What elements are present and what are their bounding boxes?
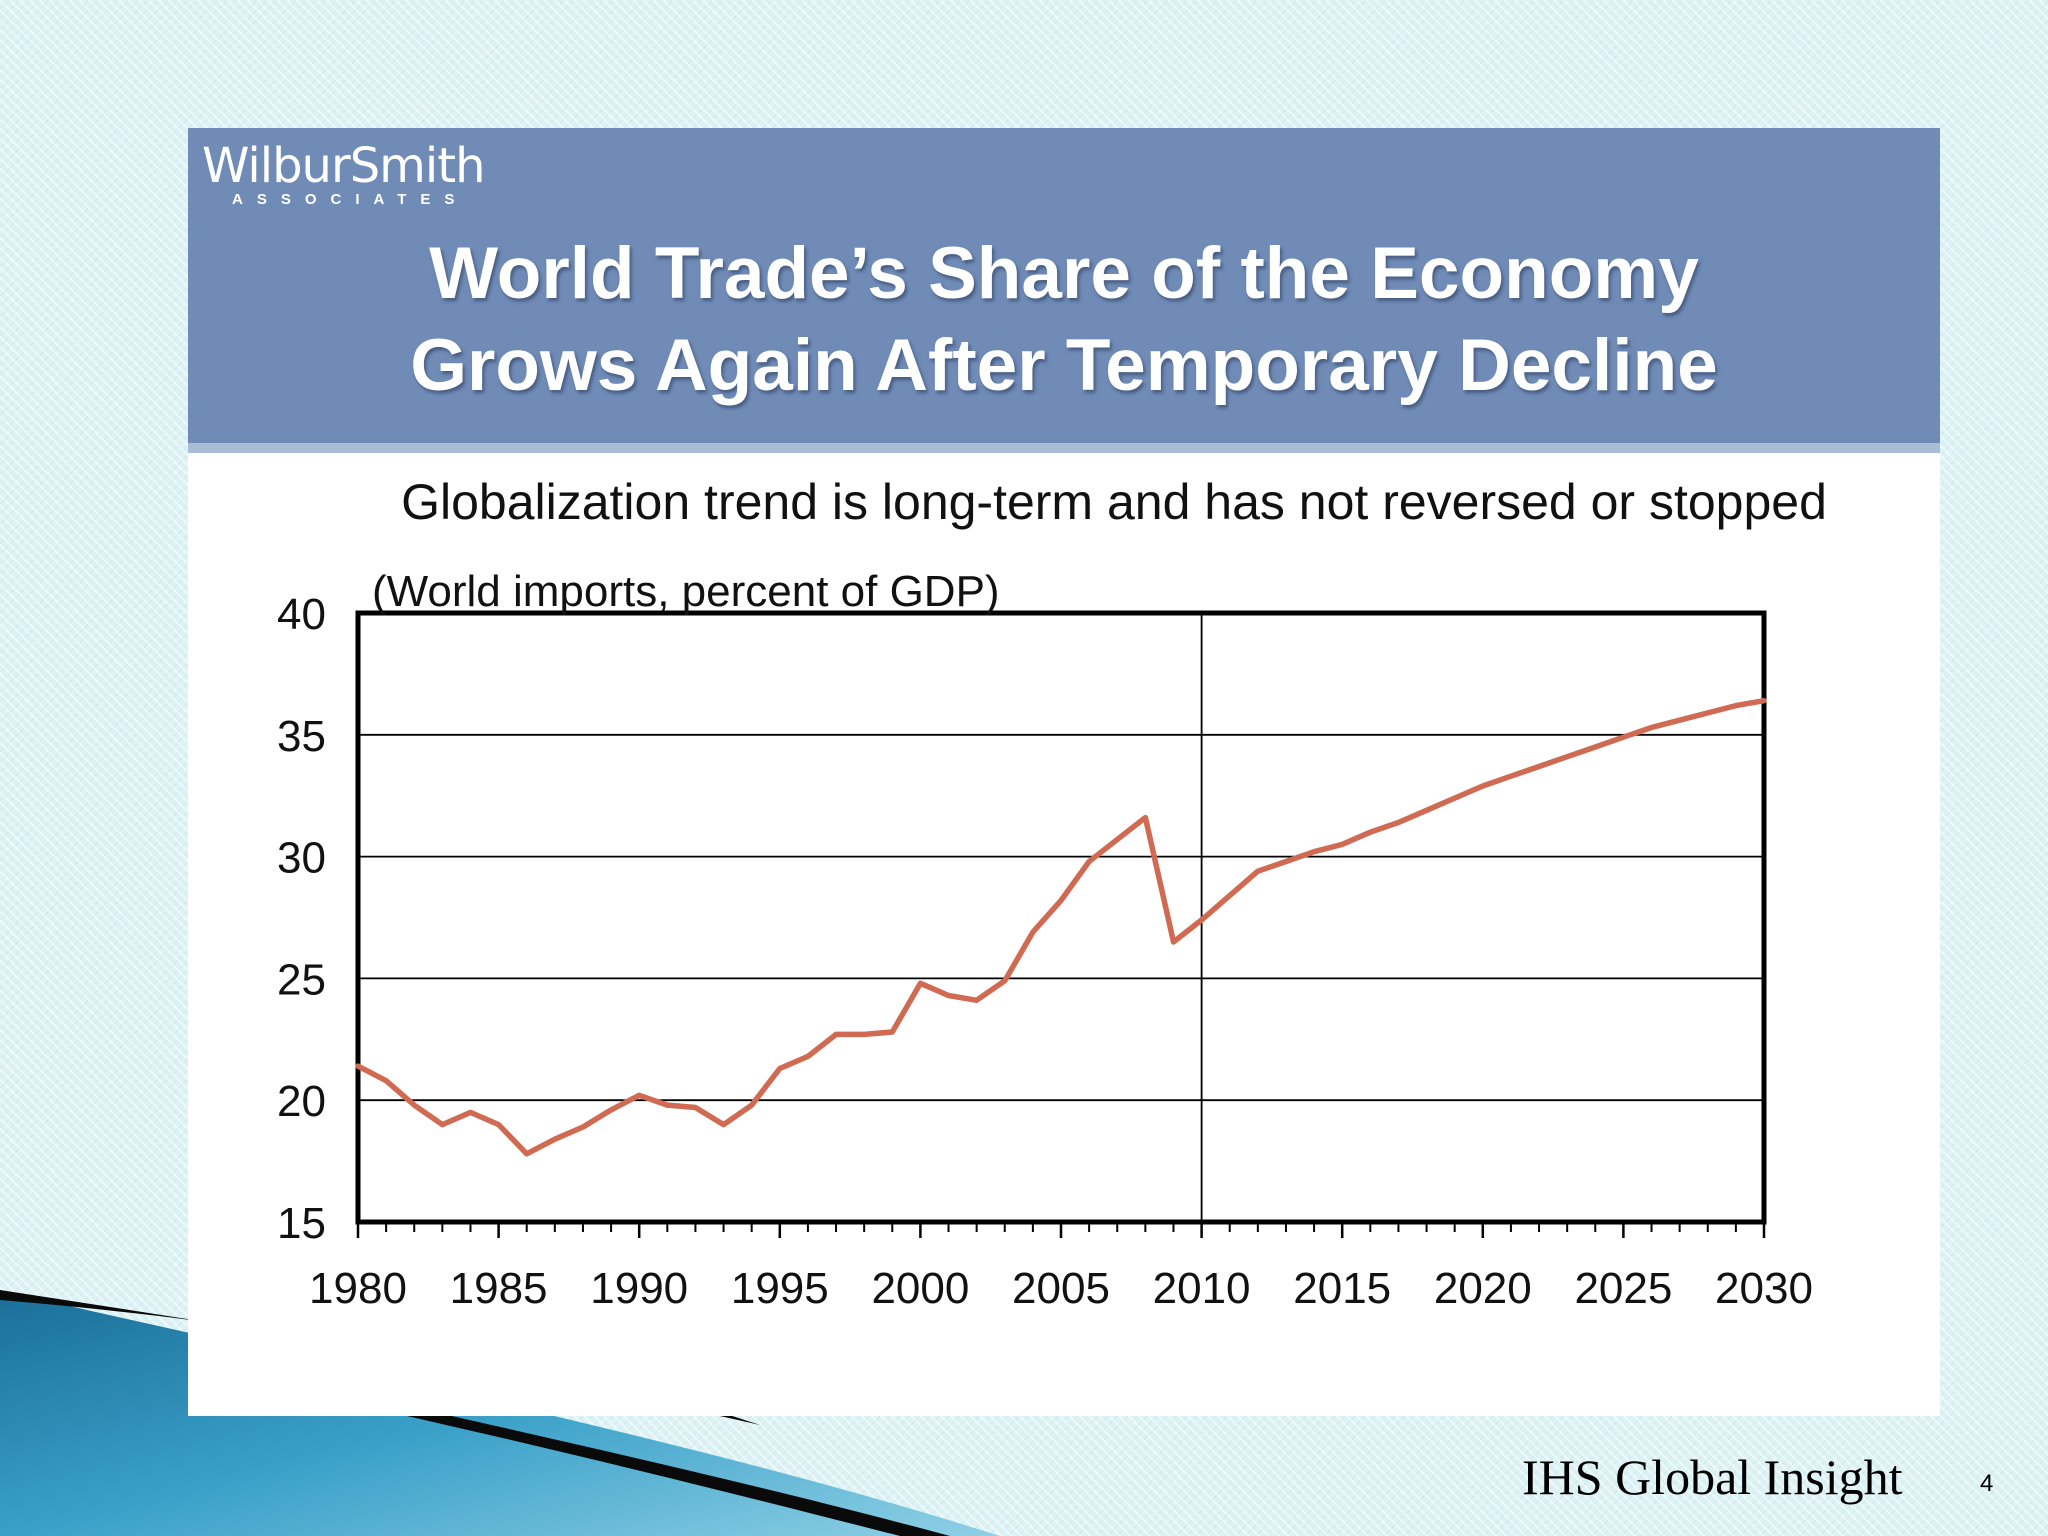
y-tick-label-25: 25 (277, 955, 326, 1004)
x-tick-label-1980: 1980 (309, 1264, 407, 1313)
source-credit: IHS Global Insight (1522, 1449, 1903, 1505)
y-tick-label-30: 30 (277, 834, 326, 883)
slide-panel: WilburSmith ASSOCIATES World Trade’s Sha… (188, 128, 1940, 1416)
chart-title: (World imports, percent of GDP) (372, 567, 1000, 616)
series-layer (355, 697, 1767, 1157)
x-tick-label-2010: 2010 (1153, 1264, 1251, 1313)
y-tick-label-15: 15 (277, 1199, 326, 1248)
x-tick-label-1985: 1985 (450, 1264, 548, 1313)
x-tick-label-1995: 1995 (731, 1264, 829, 1313)
y-tick-label-40: 40 (277, 590, 326, 639)
slide-header: WilburSmith ASSOCIATES World Trade’s Sha… (188, 128, 1940, 443)
x-tick-label-2020: 2020 (1434, 1264, 1532, 1313)
y-tick-label-35: 35 (277, 712, 326, 761)
x-tick-label-2005: 2005 (1012, 1264, 1110, 1313)
logo-name: WilburSmith (202, 138, 486, 194)
x-tick-label-2030: 2030 (1715, 1264, 1813, 1313)
y-axis-tick-labels: 15 20 25 30 35 40 (277, 590, 326, 1248)
x-axis-ticks (356, 1222, 1766, 1238)
grid-lines (358, 613, 1764, 1222)
slide-title-line-1: World Trade’s Share of the Economy (429, 233, 1699, 314)
slide-subtitle: Globalization trend is long-term and has… (401, 474, 1827, 530)
x-axis-tick-labels: 1980 1985 1990 1995 2000 2005 2010 2015 2020 2025… (309, 1264, 1813, 1313)
y-tick-label-20: 20 (277, 1077, 326, 1126)
x-tick-label-2025: 2025 (1574, 1264, 1672, 1313)
header-underline (188, 443, 1940, 453)
logo-sub: ASSOCIATES (232, 191, 469, 208)
x-tick-label-2015: 2015 (1293, 1264, 1391, 1313)
x-tick-label-1990: 1990 (590, 1264, 688, 1313)
slide-title: World Trade’s Share of the Economy Grows… (188, 228, 1940, 412)
page-number: 4 (1980, 1470, 1994, 1497)
wilbursmith-logo: WilburSmith ASSOCIATES (202, 138, 486, 208)
series-line-0 (355, 697, 1767, 1157)
x-tick-label-2000: 2000 (871, 1264, 969, 1313)
slide-title-line-2: Grows Again After Temporary Decline (410, 325, 1718, 406)
